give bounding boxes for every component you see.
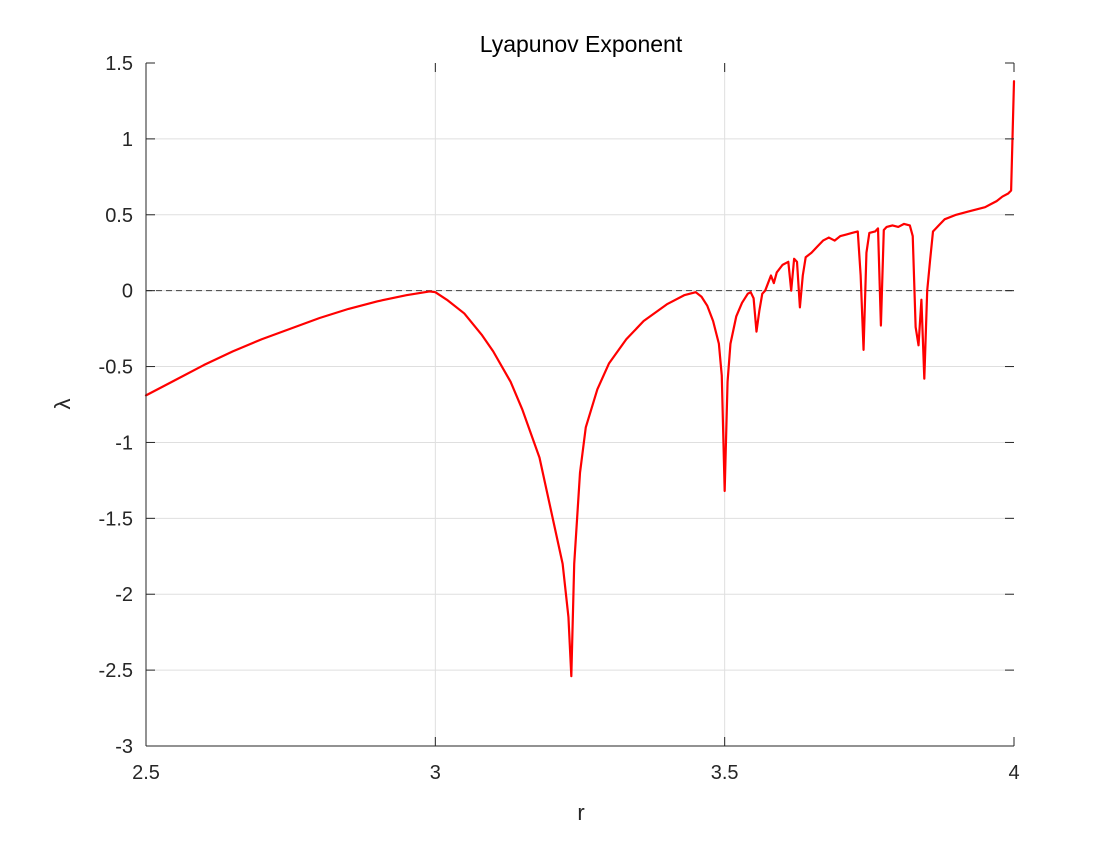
axis-layer: 2.5 3 3.5 4 -3 -2.5 -2 -1.5 -1 -0.5 0 0.5 1 1.5 [99, 53, 1020, 784]
x-tick-label: 3 [430, 762, 441, 784]
series-line-0 [144, 80, 1016, 678]
y-tick-label: -2 [115, 584, 133, 606]
label-layer: Lyapunov Exponent r λ [50, 31, 683, 825]
x-tick-label: 4 [1008, 762, 1019, 784]
x-axis-title: r [577, 800, 584, 825]
y-tick-label: -3 [115, 736, 133, 758]
y-tick-label: 0 [122, 281, 133, 303]
y-tick-label: -2.5 [99, 660, 133, 682]
y-tick-label: -1.5 [99, 508, 133, 530]
y-tick-label: 0.5 [105, 205, 133, 227]
y-tick-label: 1 [122, 129, 133, 151]
y-tick-label: -0.5 [99, 357, 133, 379]
x-tick-label: 3.5 [711, 762, 739, 784]
grid-layer [146, 63, 1014, 746]
series-layer [144, 80, 1016, 678]
y-tick-label: 1.5 [105, 53, 133, 75]
y-tick-label: -1 [115, 432, 133, 454]
chart-title: Lyapunov Exponent [480, 31, 683, 57]
x-tick-label: 2.5 [132, 762, 160, 784]
y-axis-title: λ [50, 399, 75, 410]
